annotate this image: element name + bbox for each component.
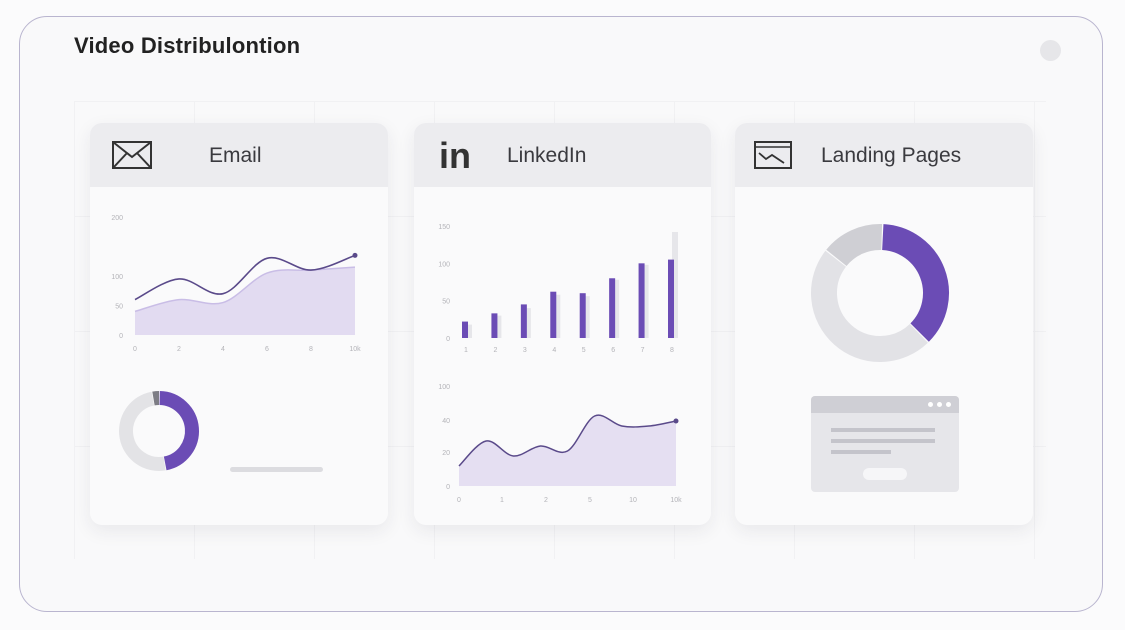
bar-back — [466, 324, 472, 338]
series-line — [134, 254, 356, 301]
x-tick-label: 1 — [500, 497, 504, 504]
browser-button[interactable] — [863, 468, 907, 480]
bar-back — [672, 231, 678, 338]
legend-bar — [230, 467, 323, 472]
y-tick-label: 20 — [442, 450, 450, 457]
envelope-icon — [112, 141, 152, 169]
x-tick-label: 10k — [349, 346, 361, 353]
x-tick-label: 6 — [611, 347, 615, 354]
x-tick-label: 4 — [552, 347, 556, 354]
x-tick-label: 5 — [588, 497, 592, 504]
donut-slice — [881, 224, 949, 342]
x-tick-label: 10k — [670, 497, 682, 504]
email-area-chart: 0 50 100 200 0 2 4 6 8 10k — [111, 215, 361, 472]
bar-back — [642, 264, 649, 338]
x-tick-label: 10 — [629, 497, 637, 504]
bar-back — [524, 308, 531, 338]
bar — [579, 293, 586, 338]
y-tick-label: 100 — [438, 384, 450, 391]
bar — [491, 313, 498, 338]
page-title: Video Distribulontion — [74, 33, 301, 58]
bar — [638, 263, 645, 338]
x-tick-label: 0 — [457, 497, 461, 504]
browser-dot — [928, 402, 933, 407]
landing-pages-card: Landing Pages — [735, 123, 1033, 525]
x-tick-label: 7 — [641, 347, 645, 354]
x-tick-label: 1 — [464, 347, 468, 354]
linkedin-card-header: in LinkedIn — [414, 123, 711, 187]
bar-back — [583, 296, 590, 338]
x-tick-label: 3 — [523, 347, 527, 354]
bar-back — [495, 315, 502, 338]
bar — [668, 259, 674, 338]
x-tick-label: 0 — [133, 346, 137, 353]
email-card-header: Email — [90, 123, 388, 187]
y-tick-label: 200 — [111, 215, 123, 222]
y-tick-label: 100 — [111, 274, 123, 281]
y-tick-label: 0 — [119, 333, 123, 340]
email-card: Email 0 50 100 200 0 2 4 6 8 10k — [90, 123, 388, 525]
area-fill — [135, 267, 355, 335]
bar-back — [613, 279, 620, 338]
x-tick-label: 8 — [309, 346, 313, 353]
linkedin-charts: 0 50 100 150 1 2 3 4 5 6 7 8 0 20 40 100 0 1 2 5 10 10k — [438, 224, 682, 504]
series-line — [458, 414, 677, 467]
donut-slice — [159, 391, 199, 471]
y-tick-label: 100 — [438, 261, 450, 268]
x-tick-label: 4 — [221, 346, 225, 353]
x-tick-label: 6 — [265, 346, 269, 353]
donut-slice — [811, 250, 928, 362]
text-line — [831, 428, 935, 432]
series-end-point — [673, 418, 679, 424]
email-card-title: Email — [209, 144, 262, 167]
bar — [550, 291, 557, 338]
browser-chart-icon — [754, 141, 792, 169]
text-line — [831, 450, 891, 454]
x-tick-label: 5 — [582, 347, 586, 354]
text-line — [831, 439, 935, 443]
y-tick-label: 50 — [115, 304, 123, 311]
y-tick-label: 40 — [442, 418, 450, 425]
landing-pages-donut-chart — [811, 224, 949, 362]
browser-dot — [937, 402, 942, 407]
browser-titlebar — [811, 396, 959, 413]
landing-pages-card-header: Landing Pages — [735, 123, 1033, 187]
series-end-point — [352, 252, 358, 258]
donut-slice — [119, 391, 166, 471]
donut-slice — [826, 224, 883, 267]
bar — [462, 321, 468, 338]
area-fill — [459, 415, 676, 486]
y-tick-label: 50 — [442, 299, 450, 306]
y-tick-label: 0 — [446, 336, 450, 343]
bar — [609, 278, 616, 338]
x-tick-label: 2 — [544, 497, 548, 504]
bar — [520, 304, 527, 338]
window-control-dot[interactable] — [1040, 40, 1061, 61]
landing-pages-card-title: Landing Pages — [821, 144, 962, 167]
linkedin-icon: in — [439, 135, 471, 176]
browser-dot — [946, 402, 951, 407]
x-tick-label: 2 — [177, 346, 181, 353]
x-tick-label: 2 — [493, 347, 497, 354]
bar-back — [554, 294, 561, 338]
browser-mockup — [811, 396, 959, 492]
y-tick-label: 150 — [438, 224, 450, 231]
y-tick-label: 0 — [446, 484, 450, 491]
x-tick-label: 8 — [670, 347, 674, 354]
linkedin-card: in LinkedIn 0 50 100 150 1 2 3 4 5 6 7 8 0 20 40 100 0 1 2… — [414, 123, 711, 525]
linkedin-card-title: LinkedIn — [507, 144, 587, 167]
